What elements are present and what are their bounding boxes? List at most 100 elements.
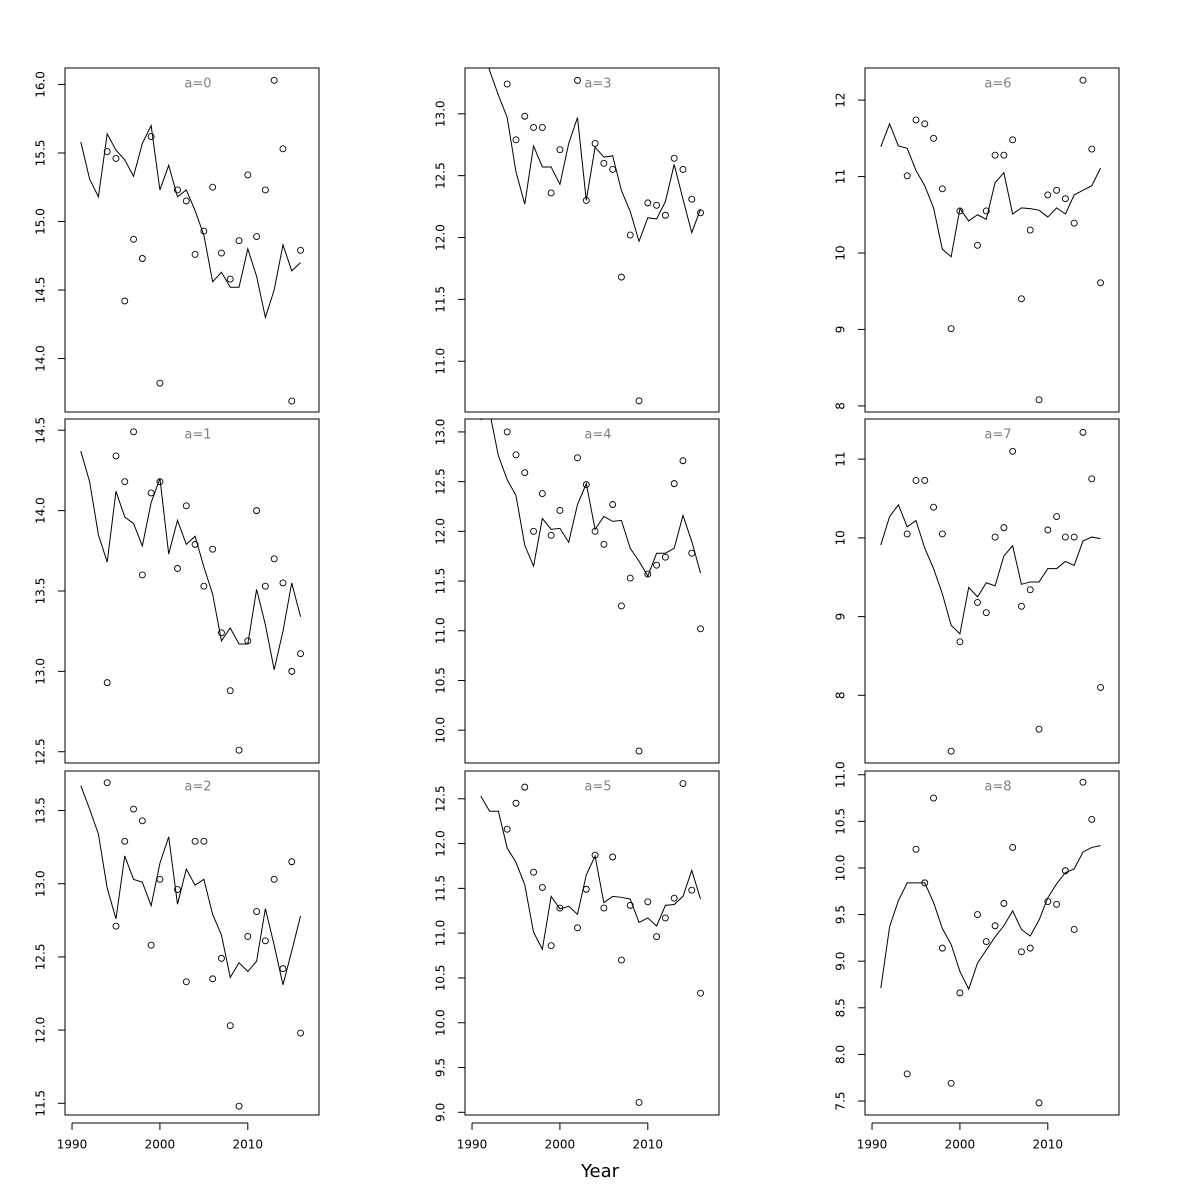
data-point (903, 530, 911, 538)
data-point (1017, 295, 1025, 303)
data-point (600, 540, 608, 548)
data-point (982, 938, 990, 946)
data-point (991, 922, 999, 930)
data-point (217, 249, 225, 257)
y-tick-label: 11.0 (434, 920, 448, 947)
x-axis-title: Year (580, 1161, 620, 1182)
data-point (974, 598, 981, 606)
data-point (556, 507, 564, 514)
plot-area (488, 68, 704, 405)
data-point (538, 123, 546, 131)
y-tick-label: 12.5 (34, 944, 48, 971)
data-point (938, 185, 946, 193)
data-point (130, 428, 138, 436)
data-point (947, 1079, 955, 1087)
y-tick-label: 9 (834, 613, 848, 621)
data-point (279, 965, 287, 973)
data-point (956, 638, 964, 646)
data-point (261, 186, 269, 194)
data-point (244, 637, 252, 645)
data-point (530, 527, 538, 535)
data-point (1061, 867, 1069, 875)
data-point (1088, 475, 1096, 483)
plot-area (880, 778, 1101, 1107)
data-point (138, 571, 146, 579)
data-point (174, 886, 181, 894)
data-point (574, 454, 581, 462)
plot-area (80, 779, 304, 1110)
data-point (521, 783, 529, 791)
data-point (670, 480, 678, 488)
data-point (279, 579, 287, 587)
y-tick-label: 8 (834, 691, 848, 699)
data-point (217, 629, 225, 637)
data-point (617, 273, 625, 281)
data-point (156, 379, 164, 387)
data-point (582, 196, 590, 204)
panel-frame (464, 770, 720, 1116)
data-point (1035, 396, 1043, 404)
data-point (574, 924, 581, 932)
y-tick-label: 12 (834, 92, 848, 107)
panel-title: a=2 (184, 780, 211, 795)
data-point (182, 978, 190, 986)
data-point (521, 112, 529, 120)
y-tick-label: 14.5 (34, 417, 48, 444)
y-tick-label: 12.5 (434, 162, 448, 189)
panel-frame (864, 67, 1120, 413)
data-point (200, 837, 208, 845)
y-tick-label: 14.5 (34, 277, 48, 304)
data-point (582, 885, 590, 893)
data-point (112, 155, 120, 162)
plot-area (80, 76, 304, 405)
data-point (297, 650, 304, 658)
data-point (156, 875, 164, 883)
panel: 9.0 9.5 10.0 10.5 11.0 11.5 12.0 12.5 1990 2000 20… (434, 770, 720, 1152)
data-point (956, 989, 964, 997)
panel: 10.0 10.5 11.0 11.5 12.0 12.5 13.0 a=4 (434, 418, 720, 764)
data-line (488, 68, 702, 243)
data-point (974, 911, 981, 919)
panel: 12.5 13.0 13.5 14.0 14.5 a=1 (34, 417, 320, 765)
data-point (235, 237, 243, 245)
data-point (547, 531, 555, 539)
data-line (480, 795, 702, 951)
data-point (200, 227, 208, 235)
data-point (1017, 602, 1025, 610)
panel-title: a=4 (584, 428, 611, 443)
data-point (103, 148, 111, 156)
y-tick-label: 10 (834, 530, 848, 545)
plot-area (80, 428, 304, 754)
data-point (635, 397, 643, 405)
data-point (991, 151, 999, 159)
panel-title: a=8 (984, 780, 1011, 795)
x-tick-label: 2000 (945, 1138, 976, 1152)
data-point (191, 250, 199, 258)
data-line (880, 845, 1101, 991)
y-tick-label: 12.0 (434, 830, 448, 857)
y-tick-label: 9 (834, 326, 848, 334)
data-point (1088, 145, 1096, 153)
y-tick-label: 12.0 (434, 224, 448, 251)
data-point (688, 549, 696, 557)
data-point (1079, 76, 1087, 84)
data-point (209, 545, 217, 553)
data-point (956, 207, 964, 215)
panel-frame (464, 67, 720, 413)
data-point (600, 904, 608, 912)
y-tick-label: 8.5 (834, 998, 848, 1017)
panel-title: a=5 (584, 780, 611, 795)
data-point (609, 166, 617, 173)
data-point (503, 825, 511, 833)
data-line (80, 785, 302, 985)
data-point (947, 747, 955, 755)
data-point (226, 275, 234, 283)
data-point (582, 481, 590, 489)
data-point (244, 932, 252, 940)
data-point (174, 186, 181, 194)
data-point (244, 171, 252, 179)
data-point (556, 146, 564, 154)
y-tick-label: 12.0 (434, 518, 448, 545)
